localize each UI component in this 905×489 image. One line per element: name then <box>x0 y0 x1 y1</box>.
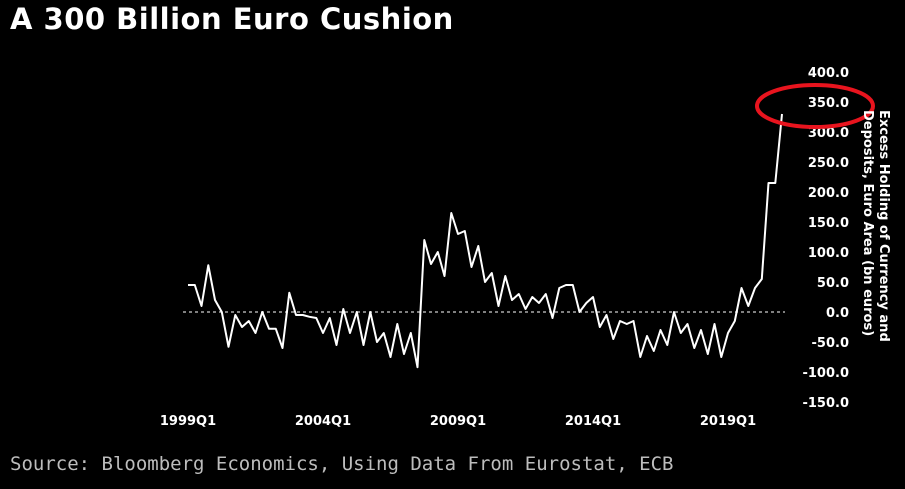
x-tick-label: 2009Q1 <box>430 414 486 429</box>
y-tick-label: 400.0 <box>808 66 849 81</box>
x-tick-label: 2004Q1 <box>295 414 351 429</box>
y-tick-label: 50.0 <box>817 276 849 291</box>
x-tick-label: 2014Q1 <box>565 414 621 429</box>
y-tick-label: -150.0 <box>802 396 849 411</box>
x-axis-ticks: 1999Q1 2004Q1 2009Q1 2014Q1 2019Q1 <box>160 414 756 429</box>
y-tick-label: -100.0 <box>802 366 849 381</box>
y-tick-label: -50.0 <box>812 336 849 351</box>
y-tick-label: 200.0 <box>808 186 849 201</box>
x-tick-label: 2019Q1 <box>700 414 756 429</box>
highlight-circle <box>755 83 875 129</box>
y-tick-label: 0.0 <box>826 306 849 321</box>
x-tick-label: 1999Q1 <box>160 414 216 429</box>
y-axis-label-line-1: Excess Holding of Currency and <box>876 110 891 342</box>
y-tick-label: 100.0 <box>808 246 849 261</box>
y-tick-label: 300.0 <box>808 126 849 141</box>
y-axis-label-line-2: Deposits, Euro Area (bn euros) <box>860 110 875 336</box>
y-axis-ticks: 400.0 350.0 300.0 250.0 200.0 150.0 100.0 50.0 0… <box>802 66 849 411</box>
y-tick-label: 150.0 <box>808 216 849 231</box>
source-note: Source: Bloomberg Economics, Using Data … <box>10 453 674 475</box>
series-line <box>188 113 783 369</box>
y-tick-label: 350.0 <box>808 96 849 111</box>
chart-title: A 300 Billion Euro Cushion <box>10 2 454 36</box>
y-tick-label: 250.0 <box>808 156 849 171</box>
